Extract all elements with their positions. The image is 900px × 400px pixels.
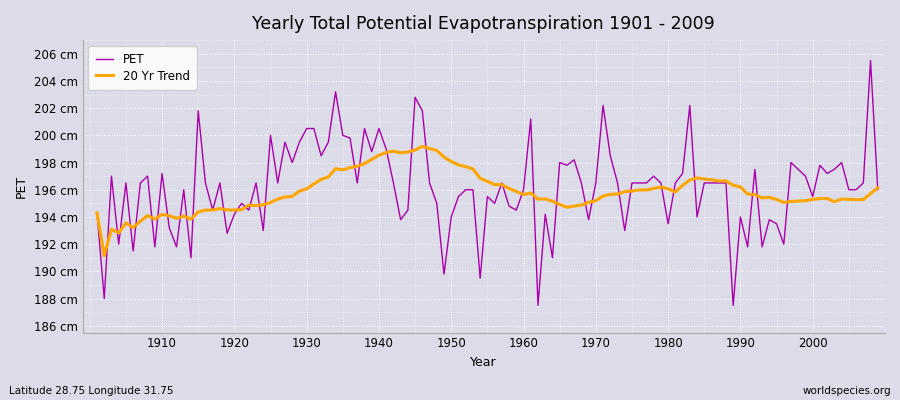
PET — [511, 208, 522, 212]
Line: 20 Yr Trend: 20 Yr Trend — [97, 146, 878, 256]
Text: worldspecies.org: worldspecies.org — [803, 386, 891, 396]
Title: Yearly Total Potential Evapotranspiration 1901 - 2009: Yearly Total Potential Evapotranspiratio… — [252, 15, 716, 33]
20 Yr Trend — [872, 185, 883, 190]
PET — [352, 180, 363, 185]
20 Yr Trend — [526, 191, 536, 196]
PET — [865, 58, 876, 63]
20 Yr Trend — [157, 212, 167, 217]
20 Yr Trend — [99, 253, 110, 258]
20 Yr Trend — [619, 189, 630, 194]
20 Yr Trend — [417, 144, 428, 149]
PET — [309, 126, 320, 131]
Legend: PET, 20 Yr Trend: PET, 20 Yr Trend — [88, 46, 197, 90]
PET — [872, 187, 883, 192]
PET — [612, 180, 623, 185]
20 Yr Trend — [316, 177, 327, 182]
Y-axis label: PET: PET — [15, 175, 28, 198]
PET — [92, 210, 103, 215]
Line: PET: PET — [97, 60, 878, 305]
X-axis label: Year: Year — [471, 356, 497, 369]
Text: Latitude 28.75 Longitude 31.75: Latitude 28.75 Longitude 31.75 — [9, 386, 174, 396]
20 Yr Trend — [92, 210, 103, 215]
20 Yr Trend — [359, 161, 370, 166]
PET — [533, 303, 544, 308]
20 Yr Trend — [533, 197, 544, 202]
PET — [149, 244, 160, 249]
PET — [518, 187, 529, 192]
